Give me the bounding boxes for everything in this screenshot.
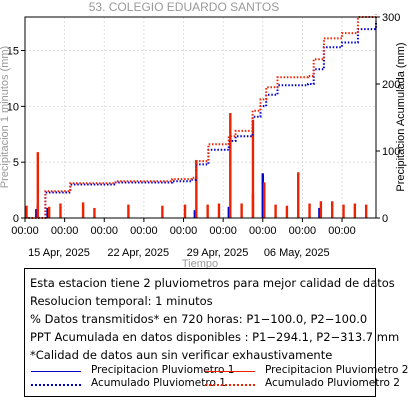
x-tick-time-label: 00:00 bbox=[328, 225, 356, 237]
legend-swatch-p2-bar bbox=[205, 371, 255, 372]
y-left-tick-label: 15 bbox=[7, 46, 19, 58]
bar-p2 bbox=[229, 113, 232, 218]
bar-p1 bbox=[261, 173, 264, 218]
bar-p2 bbox=[331, 201, 334, 218]
axis-ticks: 00:00 00:00 00:00 00:00 00:00 00:00 00:00 00:00… bbox=[7, 12, 401, 259]
legend-label-p1-acc: Acumulado Pluviometro 1 bbox=[91, 377, 226, 389]
x-tick-date-label: 29 Apr, 2025 bbox=[187, 247, 249, 259]
bar-p2 bbox=[59, 203, 62, 218]
precipitation-chart: 53. COLEGIO EDUARDO SANTOS 00:00 00:00 00:… bbox=[0, 0, 407, 268]
legend-swatch-p2-acc bbox=[205, 384, 255, 386]
info-line-resolution: Resolucion temporal: 1 minutos bbox=[30, 294, 213, 308]
legend-label-p1-bar: Precipitacion Pluviometro 1 bbox=[91, 364, 235, 376]
bar-p2 bbox=[353, 203, 357, 218]
x-tick-time-label: 00:00 bbox=[249, 225, 277, 237]
x-tick-time-label: 00:00 bbox=[90, 225, 118, 237]
bar-p2 bbox=[25, 205, 28, 218]
y-right-label: Precipitacion Acumulada (mm) bbox=[395, 42, 407, 191]
y-right-tick-label: 100 bbox=[382, 146, 400, 158]
bar-p2 bbox=[240, 203, 243, 218]
bar-p2 bbox=[251, 119, 255, 218]
bar-p2 bbox=[217, 203, 221, 218]
bar-p2 bbox=[297, 172, 300, 218]
info-line-quality: *Calidad de datos aun sin verificar exha… bbox=[30, 348, 333, 362]
y-left-label: Precipitacion 1 minutos (mm) bbox=[0, 46, 11, 188]
x-axis-label: Tiempo bbox=[182, 258, 218, 268]
bar-p1 bbox=[318, 207, 321, 218]
bar-p2 bbox=[161, 205, 164, 218]
bar-p2 bbox=[183, 204, 187, 218]
x-tick-date-label: 15 Apr, 2025 bbox=[28, 247, 90, 259]
bar-p2 bbox=[36, 152, 40, 218]
chart-title: 53. COLEGIO EDUARDO SANTOS bbox=[89, 0, 280, 14]
bar-p2 bbox=[364, 204, 368, 218]
bar-p2 bbox=[263, 182, 266, 218]
bar-p2 bbox=[206, 204, 209, 218]
legend-swatch-p1-bar bbox=[31, 371, 81, 372]
bar-p2 bbox=[127, 204, 130, 218]
y-right-tick-label: 300 bbox=[382, 12, 400, 24]
x-tick-time-label: 00:00 bbox=[130, 225, 158, 237]
bar-p1 bbox=[35, 209, 38, 218]
bar-p2 bbox=[308, 203, 311, 218]
y-right-tick-label: 200 bbox=[382, 79, 400, 91]
bar-p2 bbox=[285, 205, 289, 218]
bar-p2 bbox=[251, 193, 255, 218]
plot-frame bbox=[24, 16, 377, 219]
bar-p2 bbox=[36, 204, 40, 218]
x-tick-time-label: 00:00 bbox=[289, 225, 317, 237]
x-tick-time-label: 00:00 bbox=[209, 225, 237, 237]
line-acumulado-p1 bbox=[25, 21, 377, 219]
x-tick-date-label: 22 Apr, 2025 bbox=[107, 247, 169, 259]
legend-label-p2-acc: Acumulado Pluviometro 2 bbox=[265, 377, 400, 389]
bar-p1 bbox=[46, 207, 49, 218]
bar-p2 bbox=[319, 201, 323, 218]
series-marks bbox=[25, 14, 377, 219]
bar-p1 bbox=[227, 206, 231, 218]
y-left-tick-label: 0 bbox=[13, 213, 19, 225]
x-tick-time-label: 00:00 bbox=[51, 225, 79, 237]
info-panel: Esta estacion tiene 2 pluviometros para … bbox=[24, 268, 408, 397]
y-left-tick-label: 10 bbox=[7, 101, 19, 113]
x-tick-time-label: 00:00 bbox=[170, 225, 198, 237]
bar-p1 bbox=[193, 210, 197, 218]
info-line-accumulated: PPT Acumulada en datos disponibles : P1−… bbox=[30, 330, 400, 344]
legend-label-p2-bar: Precipitacion Pluviometro 2 bbox=[265, 364, 408, 376]
legend-swatch-p1-acc bbox=[31, 384, 81, 386]
x-tick-time-label: 00:00 bbox=[11, 225, 39, 237]
bar-p2 bbox=[342, 204, 345, 218]
bar-p2 bbox=[81, 202, 85, 218]
y-right-tick-label: 0 bbox=[382, 213, 388, 225]
bar-p2 bbox=[47, 206, 51, 218]
bar-p2 bbox=[195, 159, 198, 218]
y-left-tick-label: 5 bbox=[13, 157, 19, 169]
info-line-transmitted: % Datos transmitidos* en 720 horas: P1−1… bbox=[30, 312, 368, 326]
bar-p2 bbox=[274, 204, 277, 218]
line-acumulado-p2 bbox=[25, 14, 377, 219]
x-tick-date-label: 06 May, 2025 bbox=[264, 247, 330, 259]
info-line-stations: Esta estacion tiene 2 pluviometros para … bbox=[30, 276, 395, 290]
bar-p2 bbox=[93, 207, 96, 218]
